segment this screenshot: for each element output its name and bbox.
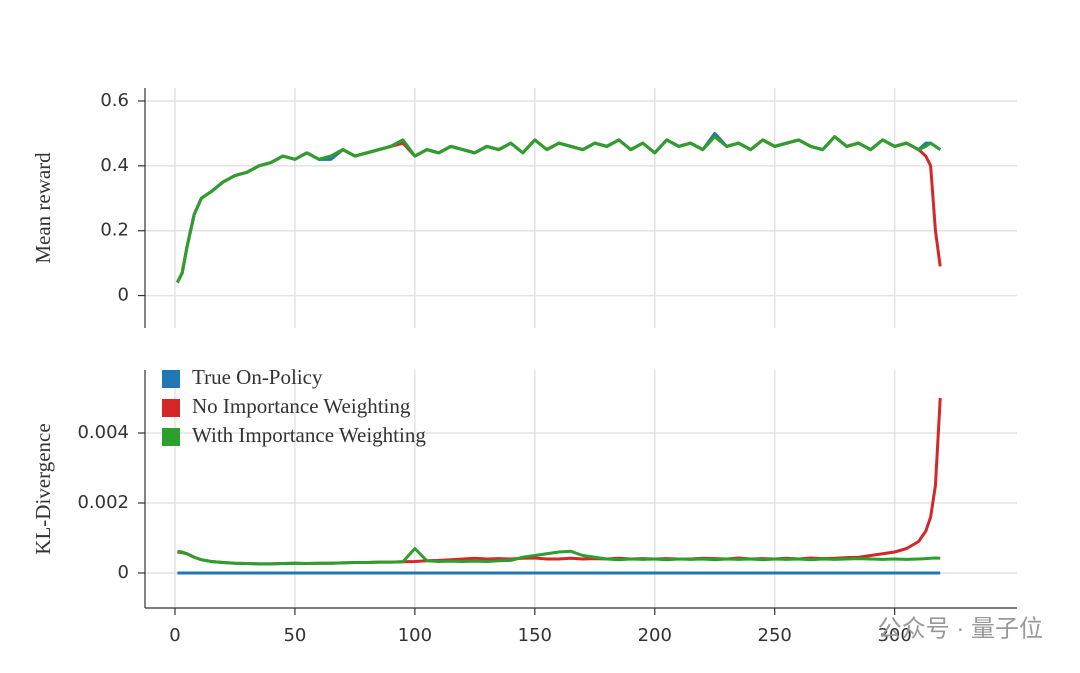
x-tick-label: 50 (283, 625, 306, 646)
x-tick-label: 150 (518, 625, 552, 646)
x-tick-label: 250 (758, 625, 792, 646)
legend-label: With Importance Weighting (192, 423, 426, 447)
legend-swatch (162, 399, 180, 417)
y-tick-label: 0.002 (77, 492, 129, 513)
series-line (176, 131, 942, 284)
y-tick-label: 0.2 (100, 220, 129, 241)
y-tick-label: 0 (118, 285, 129, 306)
x-tick-label: 100 (398, 625, 432, 646)
watermark: 公众号 · 量子位 (878, 615, 1043, 642)
series-line (177, 547, 941, 566)
y-tick-label: 0.6 (100, 90, 129, 111)
legend-swatch (162, 370, 180, 388)
x-tick-label: 0 (169, 625, 180, 646)
legend-label: True On-Policy (192, 365, 323, 389)
y-axis-label: KL-Divergence (31, 423, 55, 554)
y-tick-label: 0 (118, 562, 129, 583)
y-tick-label: 0.4 (100, 155, 129, 176)
y-axis-label: Mean reward (31, 152, 55, 264)
x-tick-label: 300 (877, 625, 911, 646)
series-line (176, 135, 942, 284)
y-tick-label: 0.004 (77, 422, 129, 443)
x-tick-label: 200 (638, 625, 672, 646)
legend-swatch (162, 428, 180, 446)
legend-label: No Importance Weighting (192, 394, 411, 418)
